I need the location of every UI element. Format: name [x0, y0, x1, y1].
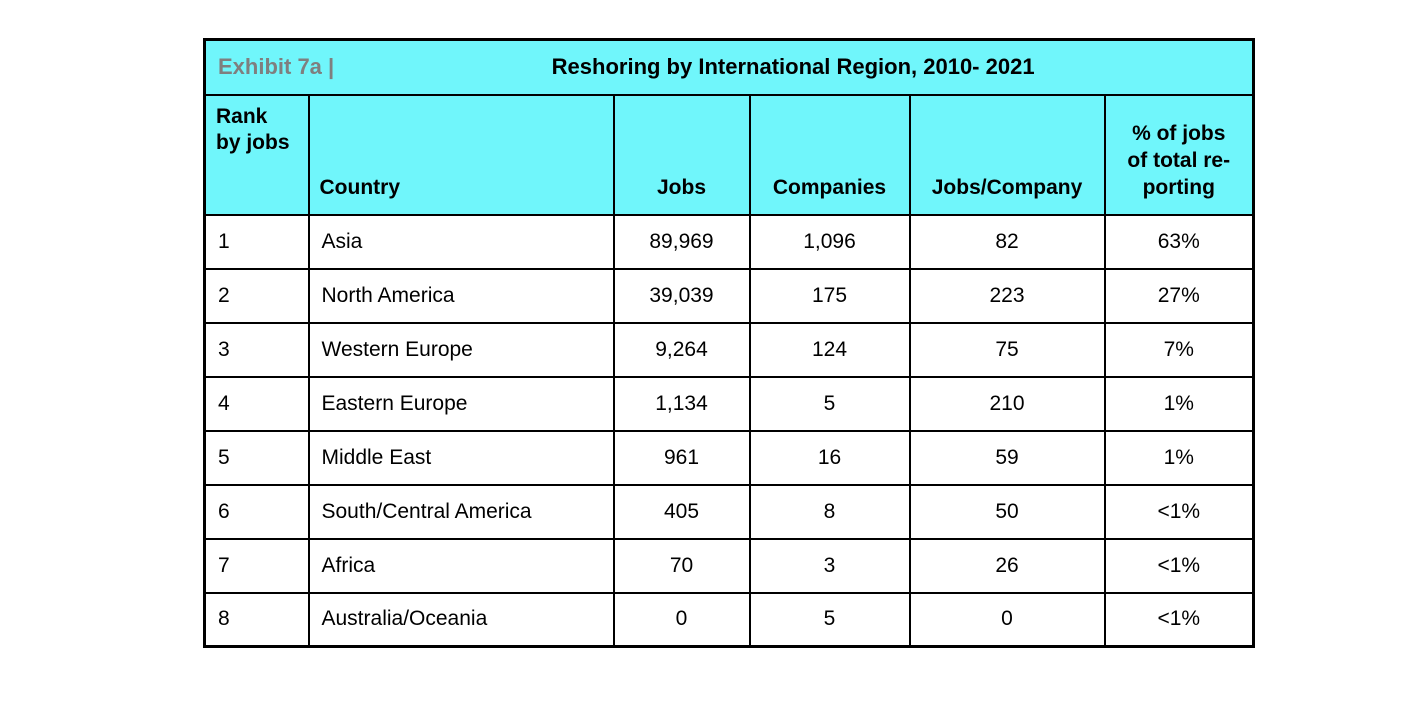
cell-companies: 124	[748, 321, 911, 378]
cell-jobs: 0	[612, 591, 751, 648]
cell-jobs-per-company: 59	[908, 429, 1106, 486]
cell-pct: <1%	[1103, 483, 1255, 540]
cell-rank: 5	[203, 429, 310, 486]
cell-jobs: 89,969	[612, 213, 751, 270]
cell-country: Eastern Europe	[307, 375, 615, 432]
exhibit-label: Exhibit 7a |	[218, 54, 335, 80]
cell-jobs-per-company: 223	[908, 267, 1106, 324]
cell-companies: 5	[748, 591, 911, 648]
cell-pct: <1%	[1103, 591, 1255, 648]
cell-rank: 8	[203, 591, 310, 648]
title-row: Exhibit 7a | Reshoring by International …	[203, 38, 1255, 96]
cell-companies: 175	[748, 267, 911, 324]
cell-country: Australia/Oceania	[307, 591, 615, 648]
table-row: 4 Eastern Europe 1,134 5 210 1%	[203, 375, 1255, 432]
cell-companies: 16	[748, 429, 911, 486]
cell-rank: 4	[203, 375, 310, 432]
table-row: 1 Asia 89,969 1,096 82 63%	[203, 213, 1255, 270]
cell-country: Asia	[307, 213, 615, 270]
cell-companies: 8	[748, 483, 911, 540]
table-row: 2 North America 39,039 175 223 27%	[203, 267, 1255, 324]
cell-jobs: 961	[612, 429, 751, 486]
cell-jobs: 70	[612, 537, 751, 594]
cell-country: South/Central America	[307, 483, 615, 540]
cell-rank: 1	[203, 213, 310, 270]
cell-country: Middle East	[307, 429, 615, 486]
cell-jobs: 405	[612, 483, 751, 540]
table-row: 3 Western Europe 9,264 124 75 7%	[203, 321, 1255, 378]
column-header-jobs-company: Jobs/Company	[908, 93, 1106, 216]
cell-rank: 2	[203, 267, 310, 324]
cell-pct: 27%	[1103, 267, 1255, 324]
table-row: 6 South/Central America 405 8 50 <1%	[203, 483, 1255, 540]
title-inner: Exhibit 7a | Reshoring by International …	[207, 42, 1252, 93]
cell-jobs-per-company: 82	[908, 213, 1106, 270]
cell-rank: 3	[203, 321, 310, 378]
cell-pct: 63%	[1103, 213, 1255, 270]
page-title: Reshoring by International Region, 2010-…	[551, 54, 1035, 80]
column-header-pct-of-jobs: % of jobs of total re- porting	[1103, 93, 1255, 216]
reshoring-table: Exhibit 7a | Reshoring by International …	[203, 38, 1256, 648]
title-cell: Exhibit 7a | Reshoring by International …	[203, 38, 1255, 96]
cell-pct: 1%	[1103, 375, 1255, 432]
cell-country: Western Europe	[307, 321, 615, 378]
cell-companies: 3	[748, 537, 911, 594]
cell-companies: 5	[748, 375, 911, 432]
cell-jobs-per-company: 0	[908, 591, 1106, 648]
cell-pct: 1%	[1103, 429, 1255, 486]
cell-companies: 1,096	[748, 213, 911, 270]
cell-jobs: 9,264	[612, 321, 751, 378]
cell-jobs-per-company: 75	[908, 321, 1106, 378]
cell-country: North America	[307, 267, 615, 324]
table-row: 5 Middle East 961 16 59 1%	[203, 429, 1255, 486]
cell-rank: 6	[203, 483, 310, 540]
column-header-row: Rank by jobs Country Jobs Companies Jobs…	[203, 93, 1255, 216]
cell-jobs: 1,134	[612, 375, 751, 432]
cell-jobs-per-company: 50	[908, 483, 1106, 540]
cell-rank: 7	[203, 537, 310, 594]
column-header-country: Country	[307, 93, 615, 216]
cell-pct: 7%	[1103, 321, 1255, 378]
cell-jobs-per-company: 26	[908, 537, 1106, 594]
cell-country: Africa	[307, 537, 615, 594]
exhibit-table-container: Exhibit 7a | Reshoring by International …	[203, 38, 1256, 648]
column-header-companies: Companies	[748, 93, 911, 216]
column-header-rank-by-jobs: Rank by jobs	[203, 93, 310, 216]
cell-jobs-per-company: 210	[908, 375, 1106, 432]
table-row: 8 Australia/Oceania 0 5 0 <1%	[203, 591, 1255, 648]
cell-jobs: 39,039	[612, 267, 751, 324]
cell-pct: <1%	[1103, 537, 1255, 594]
table-row: 7 Africa 70 3 26 <1%	[203, 537, 1255, 594]
column-header-jobs: Jobs	[612, 93, 751, 216]
